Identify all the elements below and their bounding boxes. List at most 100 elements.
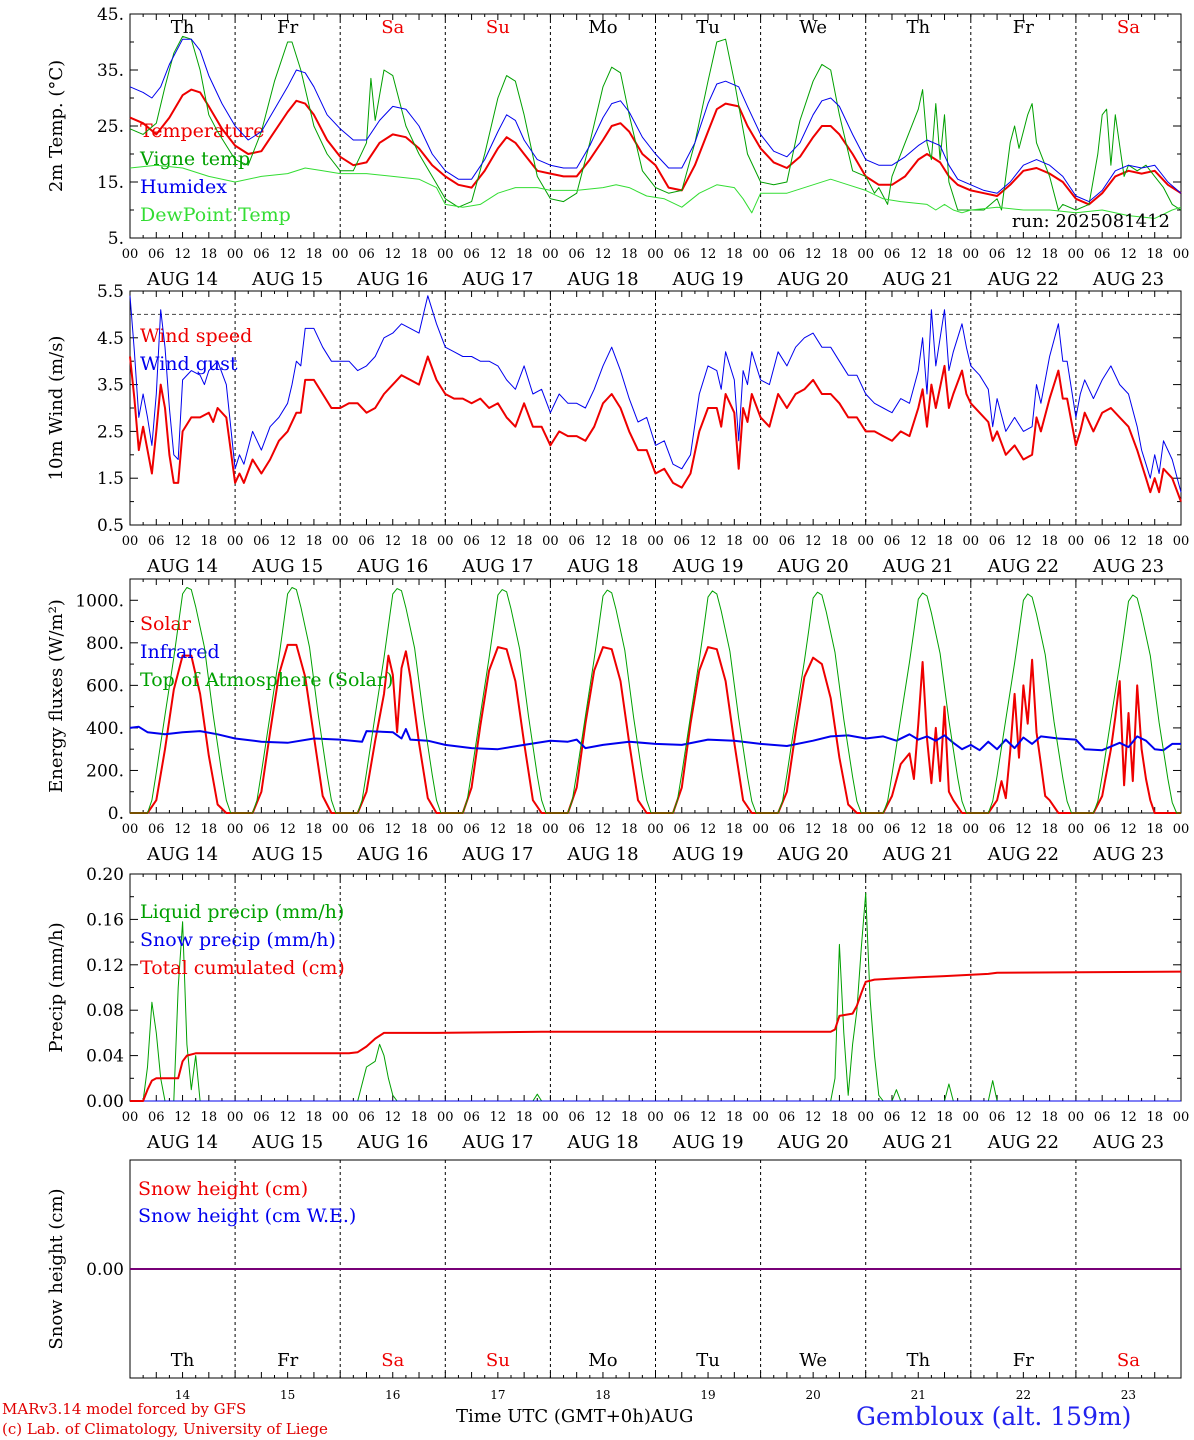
weekday-label: We [799,1350,827,1371]
legend-entry: Solar [140,613,192,635]
date-label: AUG 15 [251,844,323,865]
hour-label: 12 [1015,822,1032,837]
y-tick-label: 600. [86,676,124,696]
hour-label: 00 [752,1110,769,1125]
hour-label: 12 [174,1110,191,1125]
hour-label: 00 [963,534,980,549]
hour-label: 06 [779,822,796,837]
hour-label: 18 [306,1110,323,1125]
hour-label: 18 [1146,534,1163,549]
hour-label: 00 [227,534,244,549]
weekday-label: Sa [381,1350,404,1371]
hour-label: 00 [542,247,559,262]
hour-label: 06 [568,534,585,549]
hour-label: 12 [805,822,822,837]
hour-label: 12 [490,822,507,837]
hour-label: 12 [1120,822,1137,837]
date-label: AUG 19 [671,844,743,865]
hour-label: 00 [122,1110,139,1125]
y-tick-label: 0.20 [86,865,124,885]
date-label: AUG 15 [251,556,323,577]
y-tick-label: 45. [97,5,124,25]
date-label: AUG 16 [356,844,428,865]
date-label: AUG 16 [356,1132,428,1153]
hour-label: 06 [779,534,796,549]
hour-label: 18 [306,247,323,262]
hour-label: 12 [279,1110,296,1125]
hour-label: 06 [884,247,901,262]
hour-label: 06 [989,1110,1006,1125]
series-line-solar [130,643,1181,814]
hour-label: 12 [174,534,191,549]
hour-label: 00 [227,1110,244,1125]
date-label: AUG 22 [987,844,1059,865]
hour-label: 18 [516,534,533,549]
hour-label: 18 [411,534,428,549]
hour-label: 00 [752,247,769,262]
hour-label: 18 [201,247,218,262]
hour-label: 12 [595,822,612,837]
hour-label: 12 [1015,247,1032,262]
hour-label: 00 [332,247,349,262]
hour-label: 18 [411,822,428,837]
hour-label: 12 [490,1110,507,1125]
day-number: 14 [175,1388,191,1402]
series-line-vigne-temp [129,35,1182,211]
hour-label: 00 [437,534,454,549]
legend-entry: Liquid precip (mm/h) [140,901,344,923]
date-label: AUG 16 [356,269,428,290]
hour-label: 12 [384,534,401,549]
legend-entry: Snow height (cm W.E.) [138,1205,356,1227]
hour-label: 18 [411,247,428,262]
hour-label: 06 [884,822,901,837]
y-tick-label: 5.5 [97,282,124,302]
legend-entry: Total cumulated (cm) [140,957,345,979]
hour-label: 12 [174,247,191,262]
date-label: AUG 14 [146,1132,218,1153]
y-tick-label: 0. [108,804,124,824]
day-number: 23 [1121,1388,1136,1402]
y-axis-label: Energy fluxes (W/m²) [46,599,67,793]
hour-label: 06 [1094,822,1111,837]
y-tick-label: 0.12 [86,956,124,976]
hour-label: 18 [201,1110,218,1125]
hour-label: 18 [621,534,638,549]
hour-label: 18 [726,1110,743,1125]
y-tick-label: 0.5 [97,516,124,536]
hour-label: 12 [1015,1110,1032,1125]
hour-label: 06 [463,247,480,262]
weekday-label: Tu [696,1350,720,1371]
legend-entry: Wind speed [140,325,252,347]
series-line-infrared [129,725,1181,752]
x-axis-label: Time UTC (GMT+0h) [456,1406,651,1427]
hour-label: 00 [542,822,559,837]
hour-label: 12 [595,247,612,262]
hour-label: 06 [253,1110,270,1125]
hour-label: 18 [1146,1110,1163,1125]
date-label: AUG 17 [461,844,533,865]
hour-label: 12 [490,534,507,549]
station-name: Gembloux (alt. 159m) [856,1402,1132,1431]
hour-label: 00 [857,1110,874,1125]
hour-label: 06 [779,1110,796,1125]
y-tick-label: 0.16 [86,910,124,930]
hour-label: 12 [700,534,717,549]
hour-label: 00 [963,822,980,837]
hour-label: 18 [306,534,323,549]
weekday-label: Th [906,17,930,38]
legend-entry: Top of Atmosphere (Solar) [140,669,393,691]
legend-entry: DewPoint Temp [140,204,291,226]
series-line-wind-speed [129,355,1182,502]
hour-label: 00 [437,1110,454,1125]
weekday-label: Su [486,1350,510,1371]
date-label: AUG 21 [882,556,954,577]
date-label: AUG 20 [777,269,849,290]
hour-label: 06 [463,1110,480,1125]
day-number: 15 [280,1388,295,1402]
y-tick-label: 1000. [75,591,124,611]
hour-label: 06 [148,534,165,549]
hour-label: 00 [332,822,349,837]
y-tick-label: 0.04 [86,1047,124,1067]
panel-5: 0.00 Snow height (cm) Snow height (cm) Snow… [46,1159,1182,1402]
weekday-label: We [799,17,827,38]
